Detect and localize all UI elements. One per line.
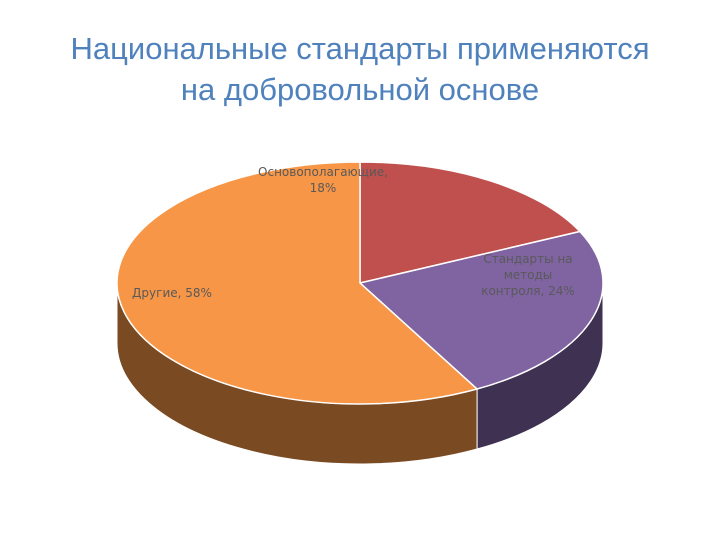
data-label-0-line-1: 18% <box>310 181 337 195</box>
pie-slice-0 <box>359 161 581 284</box>
data-label-2-line-0: Другие, 58% <box>132 286 212 300</box>
pie-tops <box>116 161 604 405</box>
data-label-1-line-2: контроля, 24% <box>481 284 575 298</box>
data-label-0-line-0: Основополагающие, <box>258 165 388 179</box>
chart-title: Национальные стандарты применяются на до… <box>0 28 720 110</box>
data-label-1: Стандарты на методы контроля, 24% <box>481 252 575 298</box>
pie-slice-2 <box>116 161 478 405</box>
data-label-1-line-1: методы <box>504 268 553 282</box>
chart-title-line-2: на добровольной основе <box>180 72 540 107</box>
data-label-1-line-0: Стандарты на <box>483 252 572 266</box>
chart-title-line-1: Национальные стандарты применяются <box>70 31 650 66</box>
pie-slice-1 <box>359 230 604 390</box>
pie-labels: Основополагающие, 18% Стандарты на методы ко… <box>132 165 575 300</box>
data-label-2: Другие, 58% <box>132 286 212 300</box>
data-label-0: Основополагающие, 18% <box>258 165 388 195</box>
